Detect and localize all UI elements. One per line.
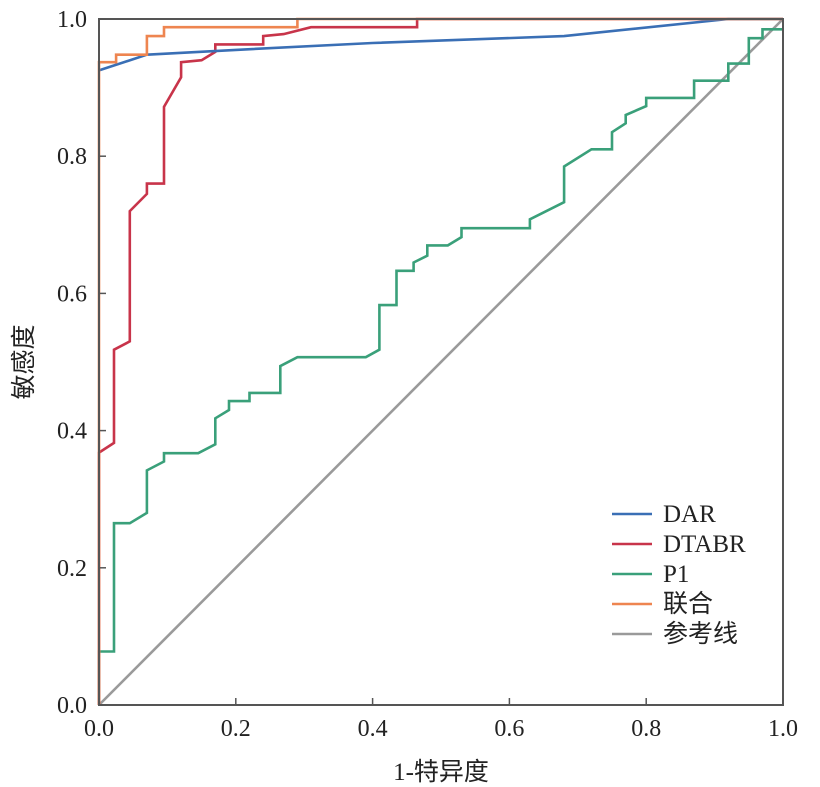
legend-label: DAR	[663, 501, 716, 528]
legend-label: 参考线	[663, 620, 738, 648]
legend-label: 联合	[663, 590, 713, 618]
y-tick-label: 0.4	[57, 419, 87, 445]
x-tick-label: 0.0	[84, 716, 114, 742]
series-layer	[97, 17, 784, 706]
legend-label: DTABR	[663, 531, 746, 558]
series-line-2	[97, 17, 783, 705]
tick-layer: 0.0 0.2 0.4 0.6 0.8 1.0 0.0 0.2 0.4 0.6 0.8 1.0	[57, 7, 798, 742]
x-tick-label: 0.6	[494, 716, 524, 742]
plot-frame	[98, 18, 784, 706]
y-tick-label: 0.8	[57, 144, 87, 170]
legend-label: P1	[663, 561, 689, 588]
y-tick-label: 1.0	[57, 7, 87, 33]
y-tick-label: 0.2	[57, 556, 87, 582]
y-axis-title: 敏感度	[10, 324, 38, 399]
x-tick-label: 1.0	[768, 716, 798, 742]
series-line-3	[97, 27, 783, 705]
x-tick-label: 0.4	[358, 716, 388, 742]
x-axis-title: 1-特异度	[393, 758, 489, 786]
series-line-5	[98, 18, 784, 706]
y-tick-label: 0.0	[57, 693, 87, 719]
series-line-4	[97, 17, 783, 705]
x-tick-label: 0.8	[631, 716, 661, 742]
x-tick-label: 0.2	[221, 716, 251, 742]
y-tick-label: 0.6	[57, 281, 87, 307]
